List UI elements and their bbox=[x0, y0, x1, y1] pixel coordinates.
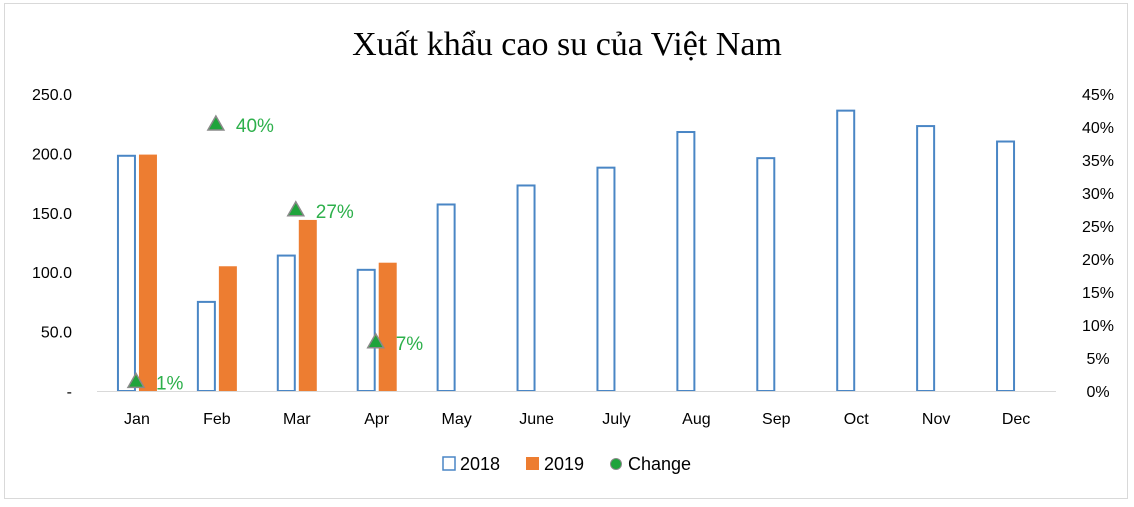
x-tick-label: Oct bbox=[844, 411, 869, 428]
x-tick-label: Nov bbox=[922, 411, 950, 428]
y-left-tick-label: 100.0 bbox=[32, 265, 72, 282]
y-left-tick-label: 150.0 bbox=[32, 206, 72, 223]
y-right-tick-label: 10% bbox=[1082, 318, 1114, 335]
change-data-label: 27% bbox=[316, 202, 354, 223]
bar-2018 bbox=[917, 126, 934, 391]
x-tick-label: Apr bbox=[364, 411, 390, 428]
legend-label-2018: 2018 bbox=[460, 454, 500, 474]
y-left-tick-label: 50.0 bbox=[41, 325, 72, 342]
x-tick-label: Feb bbox=[203, 411, 231, 428]
bar-2019 bbox=[139, 155, 157, 391]
y-right-tick-label: 45% bbox=[1082, 87, 1114, 104]
y-left-tick-label: 200.0 bbox=[32, 146, 72, 163]
legend-swatch-2019 bbox=[526, 457, 539, 470]
change-data-label: 7% bbox=[396, 334, 424, 355]
bar-2018 bbox=[198, 302, 215, 391]
change-marker bbox=[288, 202, 304, 216]
x-tick-label: Aug bbox=[682, 411, 710, 428]
legend-marker-change bbox=[611, 459, 622, 470]
bar-2018 bbox=[518, 185, 535, 391]
y-right-tick-label: 30% bbox=[1082, 186, 1114, 203]
y-right-tick-label: 40% bbox=[1082, 120, 1114, 137]
legend-swatch-2018 bbox=[443, 457, 455, 470]
bar-2018 bbox=[118, 156, 135, 391]
change-data-label: 1% bbox=[156, 373, 184, 394]
bar-2018 bbox=[757, 158, 774, 391]
y-right-tick-label: 15% bbox=[1082, 285, 1114, 302]
bar-2018 bbox=[677, 132, 694, 391]
x-tick-label: Jan bbox=[124, 411, 150, 428]
y-left-tick-label: 250.0 bbox=[32, 87, 72, 104]
x-tick-label: July bbox=[602, 411, 630, 428]
bar-2018 bbox=[438, 204, 455, 391]
y-right-tick-label: 35% bbox=[1082, 153, 1114, 170]
y-right-tick-label: 20% bbox=[1082, 252, 1114, 269]
bar-2019 bbox=[379, 263, 397, 391]
legend-label-change: Change bbox=[628, 454, 691, 474]
bar-2018 bbox=[278, 256, 295, 391]
x-tick-label: Sep bbox=[762, 411, 791, 428]
y-right-tick-label: 0% bbox=[1086, 384, 1109, 401]
y-right-tick-label: 5% bbox=[1086, 351, 1109, 368]
bar-2018 bbox=[358, 270, 375, 391]
bar-2019 bbox=[219, 266, 237, 391]
bar-2018 bbox=[837, 111, 854, 391]
change-data-label: 40% bbox=[236, 116, 274, 137]
x-tick-label: Mar bbox=[283, 411, 311, 428]
bar-2018 bbox=[597, 168, 614, 391]
x-tick-label: Dec bbox=[1002, 411, 1030, 428]
y-right-tick-label: 25% bbox=[1082, 219, 1114, 236]
bar-2019 bbox=[299, 220, 317, 391]
y-left-tick-label: - bbox=[67, 384, 72, 401]
bar-2018 bbox=[997, 142, 1014, 391]
legend-label-2019: 2019 bbox=[544, 454, 584, 474]
change-marker bbox=[208, 116, 224, 130]
x-tick-label: June bbox=[519, 411, 554, 428]
x-tick-label: May bbox=[442, 411, 472, 428]
